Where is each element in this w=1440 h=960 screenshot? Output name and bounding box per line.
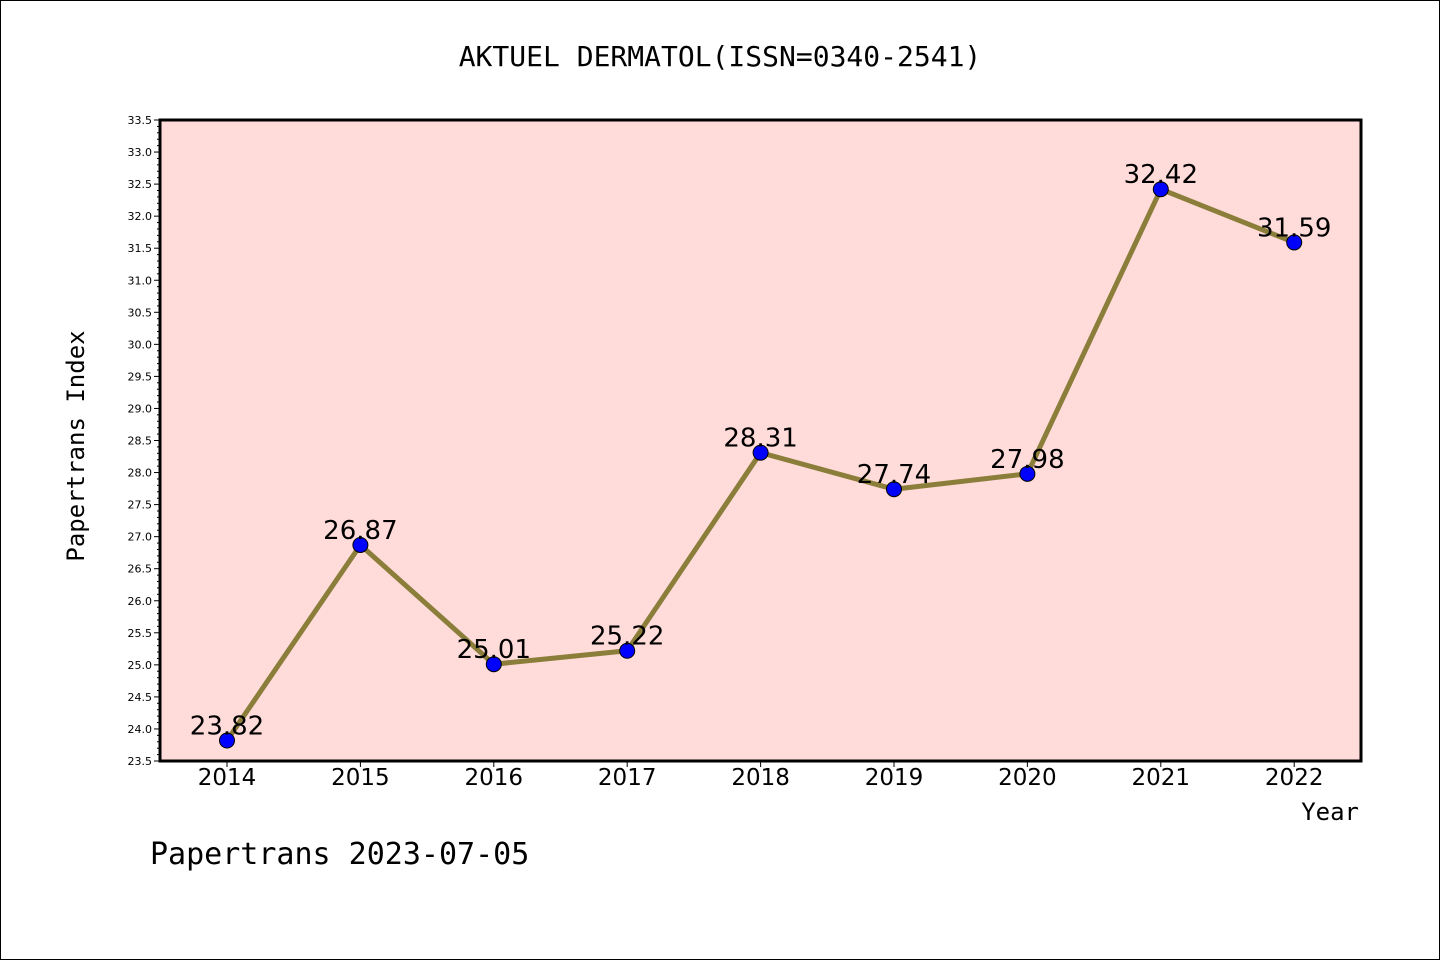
- data-point: [485, 656, 502, 673]
- data-point: [352, 536, 369, 553]
- y-tick-label: 26.5: [128, 563, 153, 576]
- x-tick-label: 2014: [198, 765, 257, 791]
- y-tick-label: 27.0: [128, 531, 153, 544]
- data-point: [219, 732, 235, 749]
- y-tick-label: 25.5: [128, 627, 153, 640]
- y-tick-label: 26.0: [128, 595, 153, 608]
- data-point: [619, 642, 636, 659]
- y-tick-label: 28.0: [128, 467, 153, 480]
- y-axis-label: Papertrans Index: [62, 330, 90, 561]
- y-tick-label: 23.5: [128, 755, 153, 768]
- footer-credit: Papertrans 2023-07-05: [150, 837, 529, 872]
- data-label: 28.31: [723, 424, 797, 454]
- y-tick-label: 32.0: [128, 210, 153, 223]
- y-tick-label: 29.5: [128, 370, 153, 383]
- data-point: [1152, 181, 1169, 198]
- x-tick-label: 2019: [865, 765, 924, 791]
- x-tick-label: 2022: [1265, 765, 1324, 791]
- data-label: 25.22: [590, 622, 664, 652]
- y-tick-label: 30.0: [128, 338, 153, 351]
- y-tick-label: 28.5: [128, 435, 153, 448]
- plot-area: [158, 118, 1363, 763]
- y-tick-label: 31.5: [128, 242, 153, 255]
- y-tick-label: 24.5: [128, 691, 153, 704]
- data-label: 27.98: [990, 445, 1064, 475]
- x-tick-label: 2021: [1132, 765, 1191, 791]
- data-label: 26.87: [323, 516, 397, 546]
- y-tick-label: 30.5: [128, 306, 153, 319]
- y-tick-label: 32.5: [128, 178, 153, 191]
- data-point: [1286, 234, 1303, 251]
- data-point: [886, 481, 902, 498]
- y-tick-label: 24.0: [128, 723, 153, 736]
- x-tick-label: 2017: [598, 765, 657, 791]
- x-tick-label: 2016: [465, 765, 524, 791]
- x-axis: 2014 2015 2016 2017 2018 2019 2020 2021 2022: [198, 761, 1324, 791]
- y-tick-label: 31.0: [128, 274, 153, 287]
- y-tick-label: 29.0: [128, 402, 153, 415]
- y-tick-label: 33.0: [128, 146, 153, 159]
- data-point: [752, 444, 769, 461]
- chart-title: AKTUEL DERMATOL(ISSN=0340-2541): [459, 40, 982, 73]
- data-label: 23.82: [190, 711, 264, 741]
- x-tick-label: 2020: [998, 765, 1057, 791]
- x-tick-label: 2015: [331, 765, 390, 791]
- y-tick-label: 25.0: [128, 659, 153, 672]
- y-axis: 23.5 24.0 24.5 25.0 25.5 26.0 26.5 27.0 27.5 28.0…: [128, 114, 160, 768]
- data-labels: 23.82 26.87 25.01 25.22 28.31 27.74 27.98 32.42…: [190, 160, 1332, 741]
- y-tick-label: 33.5: [128, 114, 153, 127]
- data-label: 25.01: [457, 635, 531, 665]
- data-point: [1019, 465, 1036, 482]
- y-tick-label: 27.5: [128, 499, 153, 512]
- series-line: [219, 181, 1303, 749]
- x-axis-label: Year: [1301, 798, 1359, 826]
- x-tick-label: 2018: [731, 765, 790, 791]
- data-label: 31.59: [1257, 213, 1331, 243]
- data-label: 27.74: [857, 460, 931, 490]
- data-label: 32.42: [1124, 160, 1198, 190]
